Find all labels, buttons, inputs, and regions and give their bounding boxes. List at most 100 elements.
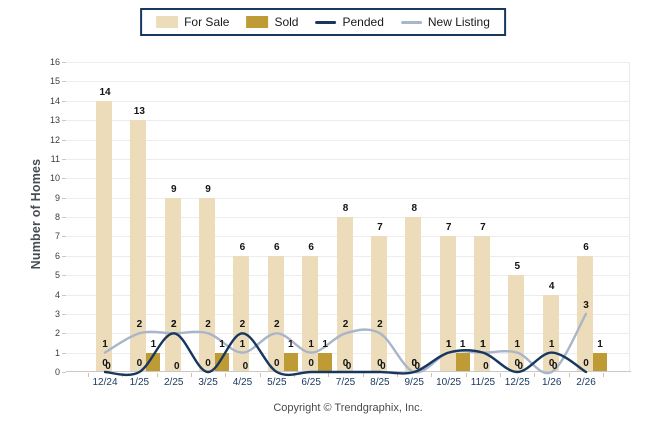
x-axis-tick-label: 6/25 — [301, 377, 321, 388]
y-axis-tick-label: 1 — [54, 347, 60, 358]
for-sale-value-label: 8 — [342, 203, 349, 214]
for-sale-value-label: 6 — [274, 241, 280, 253]
for-sale-value-label: 7 — [480, 222, 486, 234]
pended-value-label: 0 — [342, 358, 349, 369]
for-sale-bar — [233, 255, 250, 371]
y-axis-tick-label: 8 — [54, 212, 60, 222]
y-axis-tick-label: 6 — [54, 250, 60, 261]
x-axis-tick-label: 8/25 — [370, 377, 390, 388]
x-axis-tick — [259, 373, 261, 377]
new-listing-value-label: 0 — [411, 358, 418, 369]
x-axis-tick — [156, 373, 158, 377]
y-axis-tick-labels: 0 1 2 3 4 5 6 7 8 9 10 11 12 13 14 15 16 — [34, 57, 60, 377]
y-axis-tick-label: 15 — [49, 76, 60, 87]
new-listing-value-label: 3 — [583, 299, 589, 311]
for-sale-value-label: 6 — [239, 241, 246, 253]
x-axis-tick — [87, 373, 89, 377]
gridline — [66, 100, 629, 102]
for-sale-value-label: 6 — [308, 241, 314, 253]
for-sale-bar — [473, 236, 490, 371]
for-sale-swatch-icon — [156, 16, 179, 28]
y-axis-tick — [62, 352, 66, 354]
x-axis-tick — [328, 373, 330, 377]
plot-area: 14 13 9 9 6 6 6 8 7 8 7 7 5 4 6 1 2 2 2 1 2 1 2 2 0 1 1 1 0 3 0 0 2 0 2 0 0 0… — [62, 62, 631, 377]
pended-line — [103, 332, 588, 377]
for-sale-bar — [302, 255, 319, 371]
pended-value-label: 0 — [583, 358, 589, 369]
gridline — [66, 62, 629, 63]
sold-value-label: 0 — [517, 361, 524, 372]
x-axis-tick-label: 10/25 — [436, 377, 462, 388]
y-axis-tick-label: 10 — [49, 173, 60, 184]
pended-swatch-icon — [315, 20, 337, 24]
y-axis-tick — [62, 236, 66, 238]
y-axis-tick — [62, 313, 66, 315]
for-sale-value-label: 13 — [133, 106, 145, 118]
gridline — [66, 120, 629, 122]
new-listing-value-label: 1 — [480, 338, 486, 350]
for-sale-bar — [96, 100, 112, 371]
for-sale-value-label: 7 — [377, 222, 383, 234]
legend-label: Pended — [342, 15, 384, 29]
y-axis-tick — [62, 217, 66, 218]
new-listing-value-label: 2 — [342, 319, 349, 331]
x-axis-tick — [465, 373, 467, 377]
pended-value-label: 0 — [205, 358, 211, 369]
for-sale-value-label: 6 — [583, 241, 589, 253]
y-axis-tick-label: 0 — [54, 367, 60, 377]
x-axis-tick — [397, 373, 399, 377]
legend: For Sale Sold Pended New Listing — [140, 8, 506, 36]
legend-item-for-sale: For Sale — [156, 15, 229, 29]
pended-value-label: 0 — [136, 358, 143, 369]
for-sale-bar — [370, 236, 387, 371]
gridline — [66, 81, 629, 83]
for-sale-value-label: 7 — [445, 222, 452, 234]
y-axis-tick — [62, 81, 66, 83]
for-sale-value-label: 8 — [411, 203, 418, 214]
x-axis-tick — [190, 373, 192, 377]
y-axis-tick — [62, 333, 66, 335]
sold-bar — [593, 352, 608, 371]
x-axis-tick — [500, 373, 502, 377]
gridline — [66, 158, 629, 160]
sold-value-label: 1 — [219, 338, 225, 350]
sold-bar — [455, 352, 470, 371]
pended-value-label: 0 — [308, 358, 314, 369]
x-axis-tick — [431, 373, 433, 377]
copyright-text: Copyright © Trendgraphix, Inc. — [273, 402, 423, 414]
sold-value-label: 1 — [459, 338, 466, 350]
y-axis-tick — [62, 158, 66, 160]
new-listing-value-label: 1 — [239, 338, 246, 350]
sold-value-label: 0 — [345, 361, 352, 372]
x-axis-tick — [603, 373, 605, 377]
y-axis-tick — [62, 197, 66, 199]
y-axis-tick — [62, 255, 66, 257]
gridline — [66, 178, 629, 180]
sold-value-label: 0 — [242, 361, 249, 372]
new-listing-value-label: 0 — [548, 358, 555, 369]
y-axis-tick-label: 2 — [54, 328, 60, 339]
new-listing-value-label: 2 — [136, 319, 143, 331]
x-axis-tick-label: 7/25 — [335, 377, 356, 388]
sold-bar — [215, 352, 230, 371]
x-axis-tick-label: 5/25 — [267, 377, 287, 388]
y-axis-tick-label: 13 — [49, 115, 60, 126]
gridline — [66, 139, 629, 141]
y-axis-tick-label: 9 — [54, 192, 60, 203]
x-axis-tick — [225, 373, 227, 377]
new-listing-value-label: 2 — [205, 319, 211, 331]
x-axis-tick-label: 4/25 — [232, 377, 253, 388]
new-listing-value-label: 2 — [377, 319, 383, 331]
x-axis-tick-label: 11/25 — [470, 377, 496, 388]
pended-value-label: 1 — [548, 338, 555, 350]
y-axis-tick — [62, 294, 66, 296]
new-listing-value-label: 1 — [514, 338, 521, 350]
x-axis-tick — [534, 373, 536, 377]
new-listing-swatch-icon — [400, 20, 422, 24]
legend-label: For Sale — [184, 15, 230, 29]
for-sale-value-label: 4 — [548, 280, 555, 292]
pended-value-label: 2 — [170, 319, 177, 331]
y-axis-tick — [62, 372, 66, 373]
sold-value-label: 1 — [597, 338, 603, 350]
for-sale-value-label: 5 — [514, 261, 521, 273]
